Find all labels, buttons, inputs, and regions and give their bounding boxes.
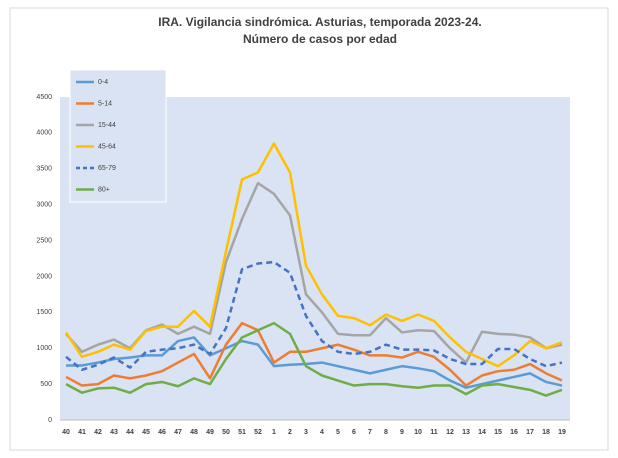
x-tick-label: 19 bbox=[558, 429, 566, 436]
x-tick-label: 18 bbox=[542, 429, 550, 436]
legend-box bbox=[69, 69, 167, 203]
x-tick-label: 46 bbox=[158, 429, 166, 436]
x-tick-label: 13 bbox=[462, 429, 470, 436]
x-tick-label: 3 bbox=[304, 429, 308, 436]
x-tick-label: 15 bbox=[494, 429, 502, 436]
legend-label: 80+ bbox=[98, 186, 110, 193]
y-tick-label: 1000 bbox=[36, 345, 52, 352]
x-tick-label: 6 bbox=[352, 429, 356, 436]
series-line bbox=[64, 142, 563, 368]
chart-border bbox=[9, 7, 609, 451]
y-tick-label: 3500 bbox=[36, 166, 52, 173]
x-tick-label: 5 bbox=[336, 429, 340, 436]
y-tick-label: 500 bbox=[40, 381, 52, 388]
x-tick-label: 42 bbox=[94, 429, 102, 436]
x-tick-label: 52 bbox=[254, 429, 262, 436]
y-tick-label: 2000 bbox=[36, 273, 52, 280]
x-tick-label: 12 bbox=[446, 429, 454, 436]
y-tick-label: 4000 bbox=[36, 130, 52, 137]
y-tick-label: 4500 bbox=[36, 94, 52, 101]
x-tick-label: 45 bbox=[142, 429, 150, 436]
x-tick-label: 49 bbox=[206, 429, 214, 436]
series-line bbox=[66, 336, 563, 389]
x-tick-label: 41 bbox=[78, 429, 86, 436]
x-tick-label: 51 bbox=[238, 429, 246, 436]
x-tick-label: 40 bbox=[62, 429, 70, 436]
x-tick-label: 17 bbox=[526, 429, 534, 436]
legend-label: 45-64 bbox=[98, 143, 116, 150]
y-tick-label: 3000 bbox=[36, 202, 52, 209]
x-tick-label: 14 bbox=[478, 429, 486, 436]
series-line bbox=[65, 321, 563, 397]
y-tick-label: 1500 bbox=[36, 309, 52, 316]
chart-title: IRA. Vigilancia sindrómica. Asturias, te… bbox=[158, 15, 482, 46]
x-tick-label: 50 bbox=[222, 429, 230, 436]
x-tick-label: 44 bbox=[126, 429, 134, 436]
x-tick-label: 43 bbox=[110, 429, 118, 436]
x-tick-label: 10 bbox=[414, 429, 422, 436]
x-tick-label: 2 bbox=[288, 429, 292, 436]
x-tick-label: 8 bbox=[384, 429, 388, 436]
x-tick-label: 47 bbox=[174, 429, 182, 436]
legend-label: 5-14 bbox=[98, 100, 112, 107]
x-tick-label: 16 bbox=[510, 429, 518, 436]
legend-label: 0-4 bbox=[98, 79, 108, 86]
x-tick-label: 7 bbox=[368, 429, 372, 436]
y-tick-label: 2500 bbox=[36, 237, 52, 244]
x-tick-label: 9 bbox=[400, 429, 404, 436]
y-tick-label: 0 bbox=[48, 417, 52, 424]
x-tick-label: 11 bbox=[430, 429, 438, 436]
legend-label: 15-44 bbox=[98, 122, 116, 129]
series-line bbox=[65, 321, 563, 387]
legend-label: 65-79 bbox=[98, 165, 116, 172]
x-tick-label: 1 bbox=[272, 429, 276, 436]
x-tick-label: 4 bbox=[320, 429, 324, 436]
x-tick-label: 48 bbox=[190, 429, 198, 436]
